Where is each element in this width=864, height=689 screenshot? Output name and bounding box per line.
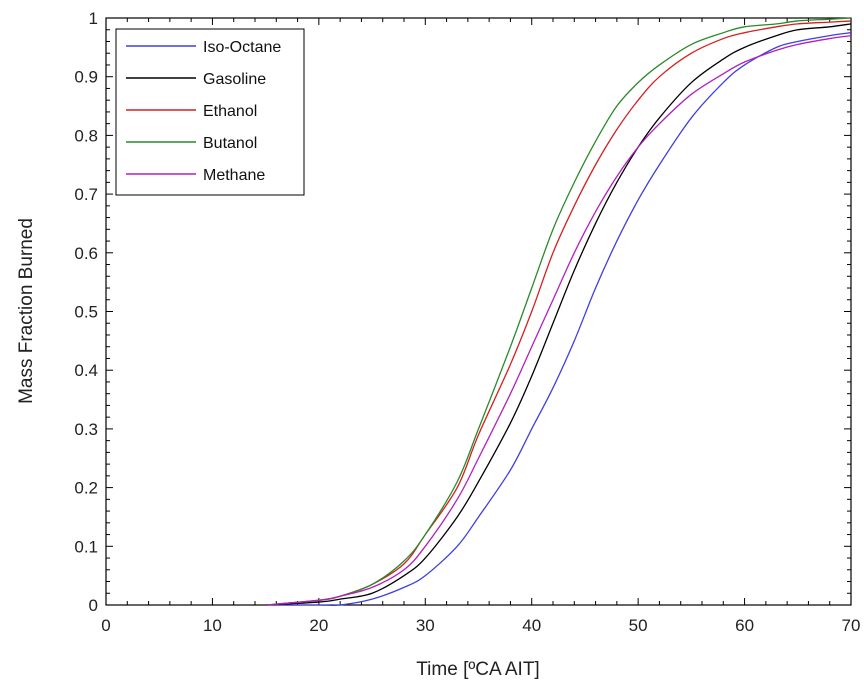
x-tick-label: 0	[101, 616, 110, 635]
y-tick-label: 0	[89, 596, 98, 615]
legend-label-butanol: Butanol	[203, 135, 257, 152]
y-tick-label: 0.8	[74, 126, 98, 145]
x-axis-title: Time [ºCA AIT]	[416, 659, 539, 680]
legend-label-methane: Methane	[203, 167, 265, 184]
x-tick-label: 70	[842, 616, 861, 635]
series-line-ethanol	[265, 20, 852, 606]
x-tick-label: 10	[203, 616, 222, 635]
legend-box	[115, 28, 305, 196]
legend-items: Iso-Octane Gasoline Ethanol Butanol Methane	[126, 39, 281, 184]
series-layer	[265, 17, 852, 607]
legend: Iso-Octane Gasoline Ethanol Butanol Methane	[115, 28, 305, 196]
x-tick-label: 20	[309, 616, 328, 635]
y-tick-label: 0.6	[74, 244, 98, 263]
series-line-methane	[265, 34, 852, 606]
x-tick-label: 40	[522, 616, 541, 635]
y-tick-label: 0.5	[74, 303, 98, 322]
y-tick-label: 0.9	[74, 68, 98, 87]
y-axis-title: Mass Fraction Burned	[16, 218, 37, 404]
y-tick-label: 0.7	[74, 185, 98, 204]
y-tick-label: 1	[89, 9, 98, 28]
legend-label-iso-octane: Iso-Octane	[203, 39, 281, 56]
x-tick-label: 50	[629, 616, 648, 635]
y-tick-label: 0.2	[74, 479, 98, 498]
series-line-gasoline	[265, 23, 852, 606]
y-tick-label: 0.1	[74, 537, 98, 556]
x-tick-label: 30	[416, 616, 435, 635]
legend-label-gasoline: Gasoline	[203, 71, 266, 88]
tick-layer: 0 10 20 30 40 50 60 70 0 0.1 0.2 0.3 0.4 0.5 0.6 0.7 0.8…	[74, 9, 860, 635]
y-tick-label: 0.3	[74, 420, 98, 439]
x-tick-label: 60	[735, 616, 754, 635]
legend-label-ethanol: Ethanol	[203, 103, 257, 120]
series-line-iso-octane	[265, 32, 852, 607]
y-tick-label: 0.4	[74, 361, 98, 380]
series-line-butanol	[265, 17, 852, 606]
